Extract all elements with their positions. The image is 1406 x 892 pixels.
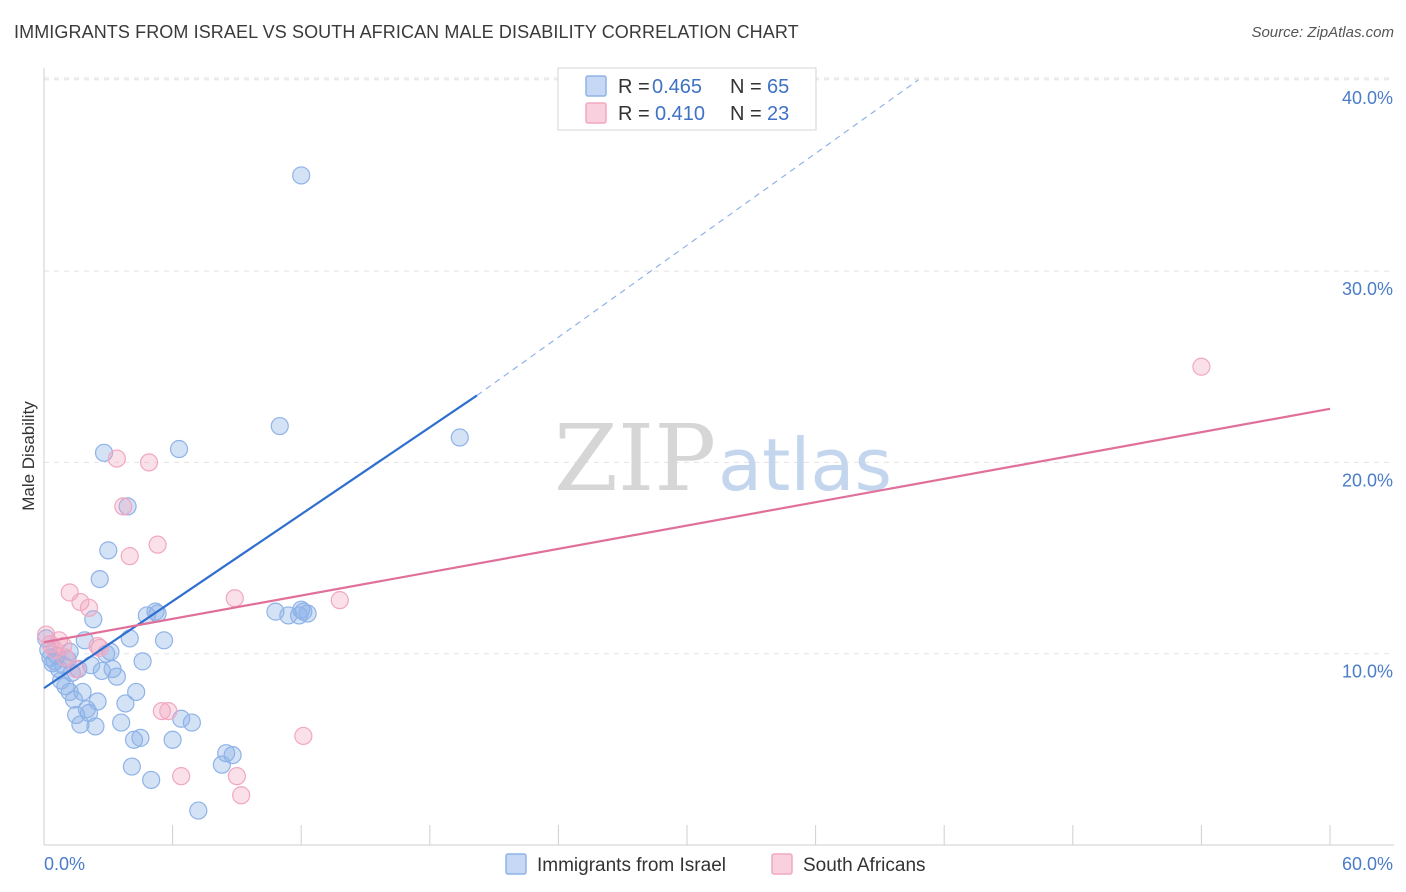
south-africans-point-21 — [227, 767, 246, 786]
israel-point-37 — [124, 730, 144, 749]
bottom-legend-swatch-israel — [505, 853, 527, 875]
series-south-africans — [37, 357, 1211, 805]
trend-lines — [43, 79, 1331, 690]
watermark-atlas: atlas — [718, 423, 892, 507]
south-africans-point-23 — [294, 726, 313, 746]
y-tick-label-40: 40.0% — [1342, 88, 1393, 108]
chart-title: IMMIGRANTS FROM ISRAEL VS SOUTH AFRICAN … — [14, 22, 799, 42]
south-africans-point-20 — [225, 589, 244, 608]
y-tick-label-20: 20.0% — [1342, 470, 1393, 490]
south-africans-point-17 — [152, 701, 171, 721]
x-tick-labels: 0.0% 60.0% — [44, 854, 1393, 874]
israel-point-34 — [116, 694, 135, 713]
israel-point-50 — [189, 801, 208, 820]
israel-point-17 — [73, 682, 92, 702]
israel-point-29 — [99, 541, 118, 560]
x-tick-label-min: 0.0% — [44, 854, 85, 874]
south-africans-point-22 — [232, 786, 251, 805]
israel-point-45 — [154, 631, 174, 650]
trend-line-israel-extrapolated — [476, 79, 919, 396]
legend-r-label-1: R = — [618, 103, 650, 125]
south-africans-point-4 — [54, 636, 73, 656]
israel-point-60 — [298, 604, 317, 623]
israel-point-61 — [292, 166, 311, 185]
south-africans-point-5 — [56, 648, 75, 667]
bottom-legend-label-south-africans: South Africans — [803, 855, 926, 876]
y-tick-labels: 10.0% 20.0% 30.0% 40.0% — [1342, 88, 1393, 682]
series-legend: Immigrants from Israel South Africans — [505, 853, 926, 876]
israel-point-36 — [120, 629, 139, 648]
israel-point-33 — [112, 713, 131, 732]
watermark-zip: ZIP — [554, 405, 716, 512]
israel-point-22 — [84, 610, 103, 629]
y-tick-label-30: 30.0% — [1342, 279, 1393, 299]
axes — [43, 68, 1394, 846]
bottom-legend-swatch-south-africans — [771, 853, 793, 875]
south-africans-point-15 — [139, 453, 159, 472]
correlation-legend: R = 0.465 N = 65 R = 0.410 N = 23 — [557, 67, 817, 131]
israel-point-64 — [60, 682, 79, 702]
israel-point-53 — [217, 744, 236, 763]
south-africans-point-25 — [1192, 357, 1211, 376]
legend-r-label-0: R = — [618, 76, 650, 98]
legend-r-value-1: 0.410 — [655, 103, 705, 125]
y-axis-label: Male Disability — [19, 401, 38, 511]
israel-point-38 — [127, 682, 146, 702]
israel-point-47 — [169, 439, 189, 459]
legend-n-value-0: 65 — [767, 76, 789, 98]
israel-point-49 — [182, 713, 201, 732]
israel-point-23 — [86, 717, 105, 736]
israel-point-40 — [133, 652, 152, 671]
israel-point-32 — [107, 667, 126, 686]
series-immigrants-from-israel — [37, 166, 469, 820]
israel-point-42 — [142, 770, 161, 790]
south-africans-point-16 — [148, 535, 167, 554]
bottom-legend-label-israel: Immigrants from Israel — [537, 855, 726, 876]
legend-swatch-israel — [585, 75, 607, 97]
israel-point-35 — [118, 497, 137, 516]
south-africans-point-19 — [172, 767, 191, 786]
israel-point-63 — [122, 757, 141, 776]
south-africans-point-13 — [114, 497, 133, 516]
trend-line-israel — [43, 394, 478, 690]
israel-point-25 — [90, 569, 109, 589]
israel-point-24 — [88, 692, 107, 711]
legend-n-label-1: N = — [730, 103, 762, 125]
south-africans-point-18 — [159, 701, 178, 721]
south-africans-point-24 — [330, 591, 349, 610]
source-label: Source: ZipAtlas.com — [1251, 24, 1394, 41]
israel-point-62 — [450, 428, 469, 447]
legend-n-value-1: 23 — [767, 103, 789, 125]
israel-point-52 — [223, 745, 242, 765]
israel-point-39 — [131, 728, 150, 747]
legend-swatch-south-africans — [585, 102, 607, 124]
israel-point-54 — [270, 416, 289, 436]
south-africans-point-9 — [79, 598, 99, 617]
grid-lines — [44, 77, 1394, 655]
israel-point-46 — [163, 730, 182, 749]
y-tick-label-10: 10.0% — [1342, 662, 1393, 682]
x-tick-label-max: 60.0% — [1342, 854, 1393, 874]
legend-n-label-0: N = — [730, 76, 762, 98]
trend-line-south-africans — [43, 407, 1331, 644]
watermark: ZIP atlas — [554, 405, 892, 512]
legend-r-value-0: 0.465 — [652, 76, 702, 98]
south-africans-point-12 — [107, 449, 126, 468]
south-africans-point-14 — [120, 547, 139, 566]
